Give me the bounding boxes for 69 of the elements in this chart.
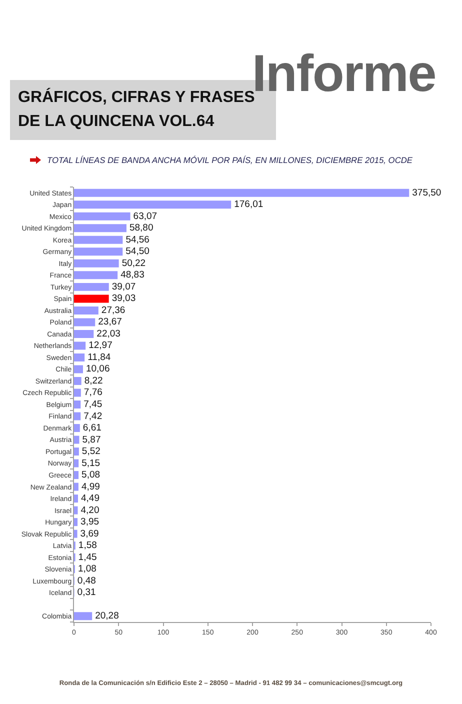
data-label: 11,84	[88, 352, 111, 363]
data-label: 54,50	[126, 246, 150, 258]
data-label: 7,76	[84, 387, 102, 398]
data-label: 3,95	[80, 516, 100, 528]
data-label: 0,48	[77, 575, 96, 586]
data-label: 1,45	[78, 552, 97, 563]
bar	[74, 412, 81, 420]
bar	[74, 482, 78, 491]
data-label: 8,22	[84, 375, 103, 386]
data-label: 0,31	[77, 587, 96, 598]
data-label: 5,08	[82, 470, 100, 481]
data-label: 23,67	[98, 316, 122, 328]
bar	[74, 271, 118, 280]
data-label: 4,49	[81, 493, 100, 504]
bar	[74, 471, 79, 480]
bar	[74, 494, 78, 503]
bar	[74, 376, 82, 385]
bar	[74, 330, 94, 338]
data-label: 54,56	[126, 234, 150, 246]
data-label: 5,15	[82, 458, 100, 469]
data-label: 4,99	[81, 481, 100, 492]
bar	[74, 459, 79, 468]
bar	[74, 612, 92, 620]
bar	[74, 448, 79, 456]
data-label: 48,83	[120, 270, 144, 281]
data-label: 3,69	[80, 528, 99, 540]
data-label: 7,45	[84, 399, 102, 410]
data-label: 1,58	[78, 540, 97, 552]
data-label: 1,08	[78, 564, 96, 575]
data-label: 39,03	[112, 293, 136, 304]
bar	[74, 248, 123, 256]
bar	[74, 388, 81, 397]
bar	[74, 212, 130, 220]
bar	[74, 353, 85, 362]
bar	[74, 188, 410, 197]
data-label: 50,22	[122, 258, 146, 269]
chart-subtitle: TOTAL LÍNEAS DE BANDA ANCHA MÓVIL POR PAÍS, EN MILLONES, DICIEMBRE 2015, OCDE	[47, 154, 412, 167]
chart-title: GRÁFICOS, CIFRAS Y FRASES DE LA QUINCENA VOL.64	[18, 86, 256, 132]
bar	[74, 259, 119, 268]
data-label: 6,61	[82, 422, 102, 434]
data-label: 27,36	[101, 304, 126, 316]
bar	[74, 282, 109, 291]
bar	[74, 294, 109, 303]
data-label: 58,80	[129, 222, 154, 234]
bar	[74, 342, 86, 350]
bar	[74, 400, 81, 408]
data-label: 63,07	[133, 210, 158, 222]
data-label: 375,50	[412, 187, 442, 198]
bar	[74, 518, 78, 526]
bar	[74, 436, 80, 444]
bar	[74, 200, 232, 209]
data-label: 12,97	[88, 340, 112, 352]
data-label: 20,28	[95, 610, 119, 622]
data-label: 5,87	[82, 434, 101, 446]
data-label: 22,03	[96, 328, 120, 340]
data-label: 39,07	[112, 281, 136, 292]
data-label: 176,01	[234, 199, 264, 210]
bar	[74, 224, 126, 232]
bar	[74, 318, 96, 326]
bar	[74, 306, 98, 314]
bar	[74, 530, 78, 538]
bar	[74, 506, 78, 514]
data-label: 10,06	[86, 364, 110, 375]
data-label: 7,42	[84, 410, 102, 422]
bar	[74, 365, 83, 374]
data-label: 5,52	[82, 446, 100, 458]
bar	[74, 236, 123, 244]
data-label: 4,20	[80, 504, 100, 516]
bar	[74, 424, 80, 432]
